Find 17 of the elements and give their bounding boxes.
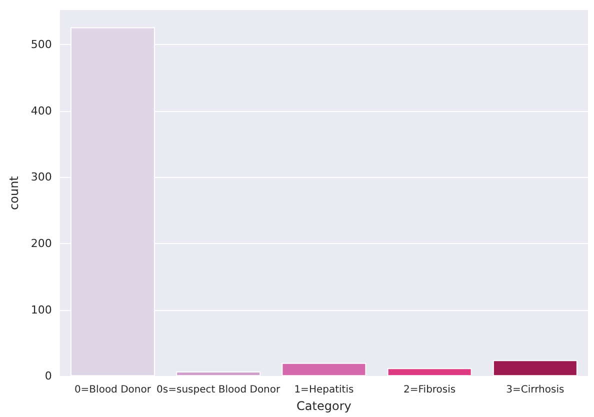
- y-tick-label: 200: [30, 236, 52, 250]
- y-axis-title: count: [7, 176, 21, 210]
- y-tick-label: 0: [44, 370, 52, 383]
- bar: [387, 368, 472, 376]
- x-tick-label: 0=Blood Donor: [74, 384, 152, 396]
- x-tick-label: 1=Hepatitis: [294, 384, 354, 396]
- y-tick-label: 100: [30, 303, 52, 316]
- y-tick-label: 500: [30, 38, 52, 51]
- x-axis-title: Category: [296, 399, 352, 413]
- y-tick-label: 400: [30, 104, 52, 118]
- bar: [282, 362, 366, 376]
- x-tick-label: 2=Fibrosis: [404, 384, 456, 396]
- x-tick-label: 3=Cirrhosis: [506, 384, 564, 396]
- y-tick-label: 300: [30, 170, 52, 184]
- bar: [492, 360, 578, 376]
- bar: [176, 371, 261, 376]
- x-tick-label: 0s=suspect Blood Donor: [156, 384, 282, 396]
